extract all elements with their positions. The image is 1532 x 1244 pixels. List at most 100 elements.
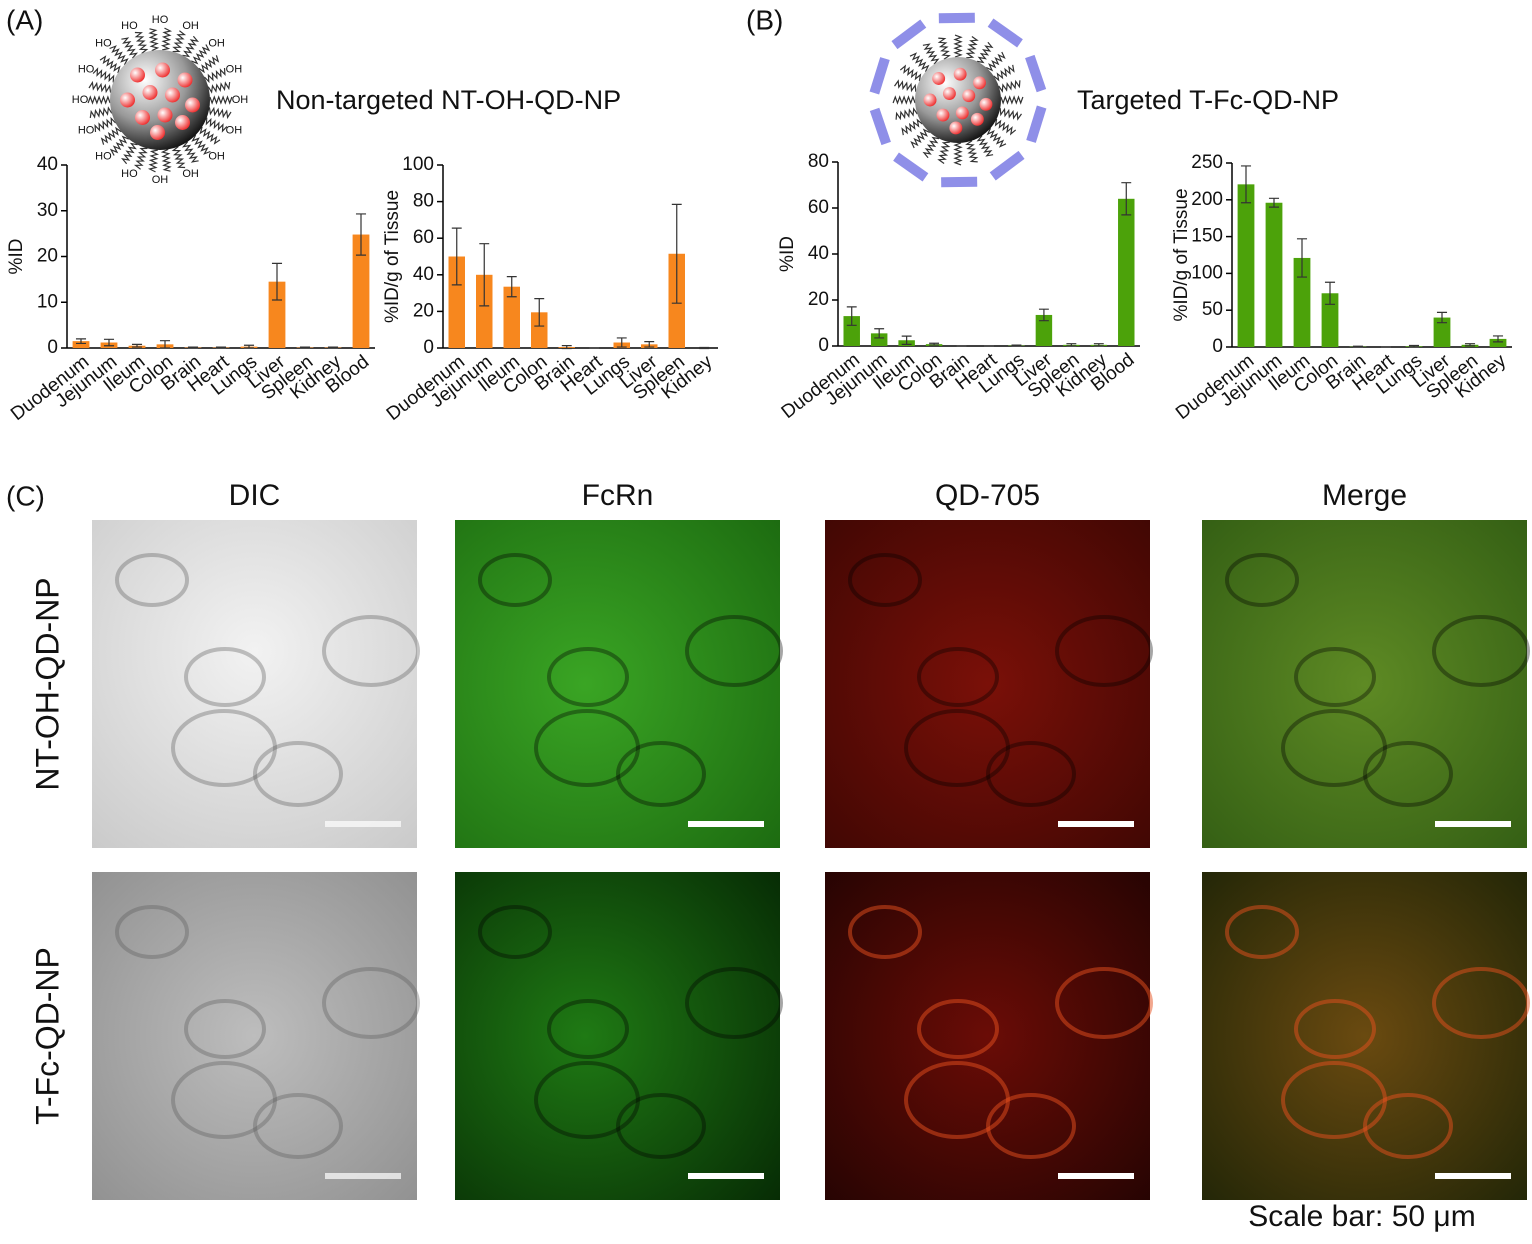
- error-bar: [103, 338, 115, 347]
- quantum-dot: [175, 115, 190, 130]
- tissue-feature: [1225, 553, 1299, 607]
- row-header: T-Fc-QD-NP: [29, 947, 65, 1125]
- ligand: [899, 64, 922, 82]
- bar: [1265, 202, 1283, 347]
- tissue-feature: [1432, 615, 1530, 687]
- error-bar: [1352, 345, 1364, 348]
- y-tick-label: 200: [1191, 189, 1223, 210]
- tissue-feature: [171, 1061, 277, 1139]
- scale-note: Scale bar: 50 μm: [1248, 1200, 1475, 1233]
- quantum-dot: [949, 121, 963, 135]
- quantum-dot: [953, 67, 967, 81]
- quantum-dot: [932, 72, 946, 85]
- error-bar: [479, 243, 490, 307]
- y-tick-label: 20: [37, 246, 58, 267]
- ligand: [953, 142, 963, 166]
- y-tick-label: 20: [808, 289, 829, 310]
- tissue-feature: [917, 999, 999, 1059]
- ligand: [171, 146, 186, 169]
- y-axis-title: %ID: [777, 236, 798, 272]
- bar: [352, 234, 370, 348]
- ligand: [894, 79, 917, 93]
- error-bar: [1038, 308, 1049, 322]
- ligand-label: HO: [72, 94, 89, 106]
- quantum-dot: [150, 125, 165, 140]
- bar: [1433, 317, 1451, 347]
- y-tick-label: 10: [37, 291, 58, 312]
- error-bar: [1436, 311, 1448, 324]
- y-axis-title: %ID/g of Tissue: [382, 190, 403, 323]
- error-bar: [159, 340, 171, 349]
- error-bar: [534, 297, 545, 327]
- y-tick-label: 80: [413, 191, 434, 212]
- quantum-dot: [923, 93, 937, 107]
- error-bar: [215, 346, 227, 349]
- error-bar: [1121, 182, 1132, 216]
- micrograph: [455, 520, 780, 848]
- tissue-feature: [1363, 741, 1453, 807]
- ligand: [901, 118, 923, 136]
- y-tick-label: 100: [1191, 262, 1223, 283]
- tissue-feature: [547, 999, 629, 1059]
- error-bar: [901, 335, 912, 345]
- y-tick-label: 60: [808, 197, 829, 218]
- ligand: [100, 126, 122, 145]
- y-tick-label: 0: [423, 337, 434, 358]
- tissue-feature: [616, 1093, 706, 1159]
- y-tick-label: 40: [413, 264, 434, 285]
- ligand: [147, 149, 160, 173]
- tissue-feature: [171, 709, 277, 787]
- ligand: [87, 95, 111, 105]
- quantum-dot: [142, 85, 158, 100]
- tissue-feature: [534, 1061, 640, 1139]
- quantum-dot: [973, 76, 986, 90]
- error-bar: [1066, 343, 1077, 347]
- micrograph: [1202, 520, 1527, 848]
- ligand-label: HO: [95, 37, 112, 49]
- quantum-dot: [970, 112, 984, 126]
- ligand: [191, 134, 211, 155]
- ligand: [976, 135, 994, 157]
- tissue-feature: [547, 647, 629, 707]
- ligand: [937, 37, 951, 60]
- quantum-dot: [185, 97, 200, 113]
- quantum-dot: [157, 107, 173, 123]
- bar: [503, 286, 520, 348]
- error-bar: [846, 306, 857, 326]
- error-bar: [671, 203, 682, 304]
- error-bar: [131, 343, 143, 348]
- micrograph: [92, 520, 417, 848]
- tissue-feature: [848, 905, 922, 959]
- bar: [531, 312, 548, 348]
- bar: [1489, 338, 1507, 347]
- ligand: [205, 117, 228, 133]
- ligand: [207, 81, 231, 94]
- ligand: [965, 140, 979, 163]
- error-bar: [1464, 343, 1476, 347]
- error-bar: [644, 340, 655, 348]
- antibody: [891, 19, 927, 50]
- ligand: [976, 41, 994, 64]
- ligand-label: HO: [95, 150, 112, 162]
- error-bar: [1011, 344, 1022, 347]
- quantum-dot: [936, 108, 950, 122]
- bar: [1237, 184, 1255, 347]
- quantum-dot: [979, 97, 993, 111]
- error-bar: [1324, 281, 1336, 305]
- ligand: [910, 128, 931, 149]
- error-bar: [1268, 197, 1280, 208]
- y-tick-label: 0: [1212, 336, 1223, 357]
- antibody: [869, 57, 890, 95]
- tissue-feature: [848, 553, 922, 607]
- tissue-feature: [685, 967, 783, 1039]
- tissue-feature: [1281, 709, 1387, 787]
- ligand: [109, 45, 129, 66]
- tissue-feature: [616, 741, 706, 807]
- error-bar: [616, 337, 627, 348]
- column-header: DIC: [229, 479, 281, 512]
- tissue-feature: [1055, 615, 1153, 687]
- ligand-label: HO: [121, 20, 138, 32]
- quantum-dot: [165, 87, 180, 103]
- ligand-label: HO: [78, 63, 95, 75]
- error-bar: [874, 328, 885, 339]
